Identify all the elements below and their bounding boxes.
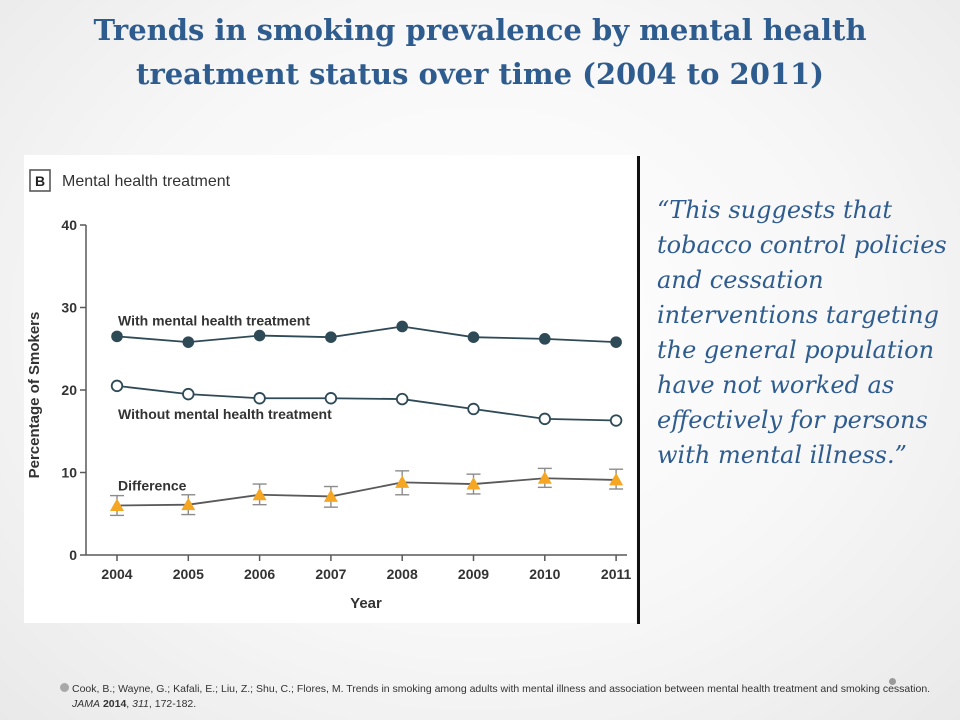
difference-point [537,471,552,484]
with-treatment-point [182,336,195,348]
quote-text: “This suggests that tobacco control poli… [657,196,947,469]
difference-point [181,497,196,511]
citation-bullet-icon [60,683,69,692]
x-tick-label: 2007 [315,566,346,582]
vertical-divider [637,156,640,624]
citation: Cook, B.; Wayne, G.; Kafali, E.; Liu, Z.… [72,683,931,710]
chart-panel: B Mental health treatment 0 10 20 30 40 2004 2… [24,155,636,623]
plot-area: 0 10 20 30 40 2004 2005 2006 2007 2008 2009 2010 201… [61,217,631,582]
y-axis-label: Percentage of Smokers [26,312,43,479]
with-treatment-point [325,331,337,343]
citation-volume: 311 [132,698,149,710]
without-treatment-point [538,412,552,426]
x-tick-label: 2010 [529,566,560,582]
difference-line [116,477,617,507]
difference-point [609,472,624,486]
with-treatment-point [111,330,123,343]
without-treatment-series-label: Without mental health treatment [118,406,332,422]
difference-point [395,475,410,488]
difference-point [466,477,481,490]
without-treatment-point [324,392,338,405]
chart-title: Mental health treatment [62,173,231,190]
x-tick-label: 2005 [173,566,204,582]
without-treatment-point [253,392,266,405]
citation-authors-title: Cook, B.; Wayne, G.; Kafali, E.; Liu, Z.… [72,683,931,695]
without-treatment-point [609,414,623,427]
x-tick-label: 2004 [101,566,132,582]
x-tick-label: 2006 [244,566,275,582]
slide-title-line-2: treatment status over time (2004 to 2011… [136,57,824,91]
with-treatment-point [539,333,551,345]
without-treatment-point [396,392,409,406]
with-treatment-point [610,336,622,348]
slide-title-line-1: Trends in smoking prevalence by mental h… [93,13,867,47]
panel-letter: B [35,173,45,189]
corner-dot-icon [889,678,896,685]
panel-letter-box [29,169,51,192]
with-treatment-point [396,320,409,333]
y-tick-label: 10 [61,465,77,481]
citation-journal: JAMA [72,698,101,710]
y-tick-label: 20 [61,382,77,398]
without-treatment-point [182,387,195,401]
with-treatment-line [116,325,617,344]
x-tick-label: 2011 [601,566,632,582]
x-tick-label: 2008 [387,566,418,582]
x-tick-label: 2009 [458,566,489,582]
with-treatment-point [253,329,266,342]
difference-point [252,487,267,501]
without-treatment-point [467,402,480,416]
y-tick-label: 40 [61,217,77,233]
difference-point [323,489,338,502]
difference-point [110,498,124,511]
y-tick-label: 30 [61,300,77,316]
y-tick-label: 0 [69,547,77,563]
without-treatment-line [116,384,617,422]
citation-year: 2014 [102,698,127,710]
difference-series-label: Difference [118,478,187,494]
panel-label-group: B Mental health treatment [29,169,231,192]
smoking-prevalence-chart: B Mental health treatment 0 10 20 30 40 2004 2… [26,169,631,612]
without-treatment-point [110,379,124,393]
slide-title: Trends in smoking prevalence by mental h… [40,8,920,96]
with-treatment-point [467,331,480,343]
with-treatment-series-label: With mental health treatment [118,312,310,328]
x-axis-label: Year [350,595,382,612]
citation-pages: , 172-182. [148,698,197,710]
